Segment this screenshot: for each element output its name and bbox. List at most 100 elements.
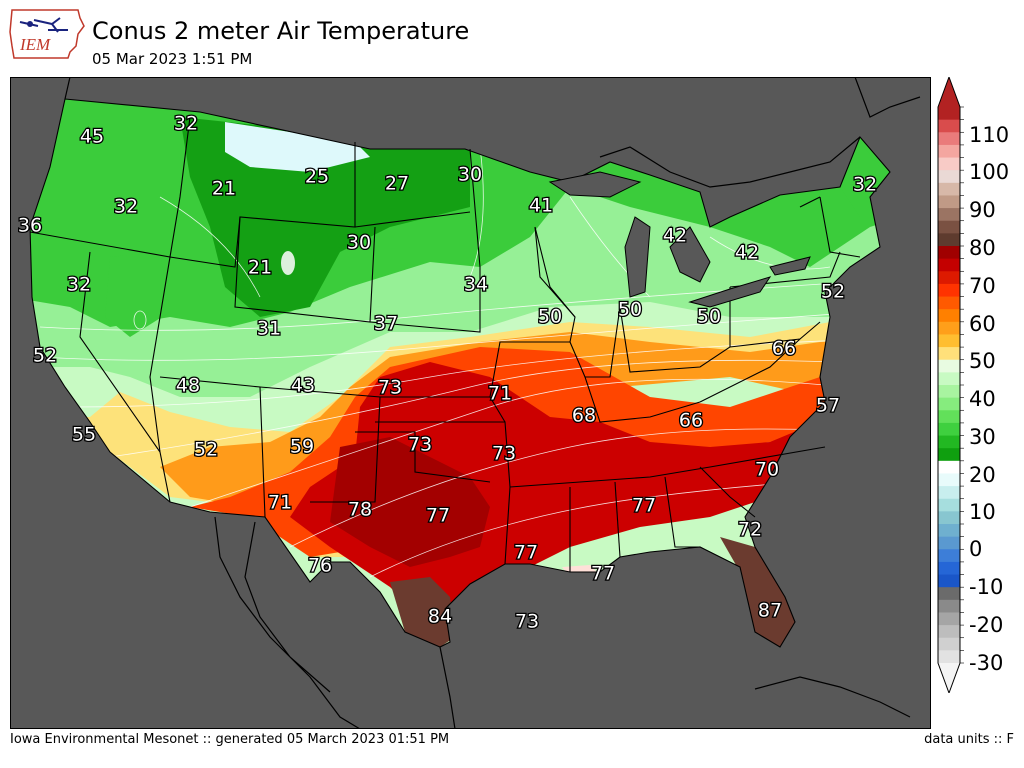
temp-label: 41 [529,195,553,217]
colorbar-swatch [938,309,960,323]
temp-label: 57 [816,395,840,417]
temp-label: 70 [755,459,779,481]
colorbar-swatch [938,372,960,386]
temp-label: 36 [18,215,42,237]
map-timestamp: 05 Mar 2023 1:51 PM [92,50,253,68]
colorbar-swatch [938,233,960,247]
temp-label: 59 [290,436,314,458]
colorbar-swatch [938,410,960,424]
colorbar-swatch [938,637,960,651]
station-labels: 45 32 21 25 27 30 32 36 32 41 42 42 21 3… [17,111,879,634]
colorbar-extend-min [938,663,960,693]
colorbar-swatch [938,422,960,437]
temp-label: 45 [80,126,104,148]
colorbar-swatch [938,435,960,449]
colorbar-swatch [938,397,960,411]
colorbar-tick: 110 [969,123,1009,147]
colorbar-swatch [938,385,960,399]
temp-label: 73 [492,443,516,465]
colorbar: 110 100 90 80 70 60 50 40 30 20 10 0 -10… [937,77,1009,693]
colorbar-swatch [938,561,960,576]
colorbar-swatch [938,448,960,462]
colorbar-swatch [938,486,960,500]
colorbar-swatch [938,157,960,171]
colorbar-swatch [938,574,960,588]
temp-label: 42 [663,225,687,247]
colorbar-outline [937,77,961,693]
colorbar-tick: 40 [969,387,996,411]
colorbar-swatch [938,473,960,487]
temp-label: 52 [33,345,57,367]
temp-label: 73 [515,611,539,633]
temp-label: 34 [464,274,488,296]
colorbar-swatch [938,208,960,222]
colorbar-swatches [938,77,964,693]
colorbar-swatch [938,144,960,159]
temp-label: 50 [538,306,562,328]
footer-credit: Iowa Environmental Mesonet :: generated … [10,732,450,747]
colorbar-swatch [938,347,960,361]
temp-label: 50 [697,306,721,328]
temp-label: 32 [853,174,877,196]
temp-label: 21 [248,257,272,279]
iem-logo: IEM [9,9,85,59]
colorbar-ticks: 110 100 90 80 70 60 50 40 30 20 10 0 -10… [969,123,1009,675]
colorbar-tick: 80 [969,236,996,260]
colorbar-swatch [938,195,960,209]
temp-label: 77 [591,563,615,585]
logo-text: IEM [19,35,51,54]
colorbar-swatch [938,625,960,639]
colorbar-swatch [938,498,960,512]
temp-label: 32 [67,274,91,296]
temp-label: 77 [426,505,450,527]
colorbar-tick: 60 [969,312,996,336]
colorbar-swatch [938,258,960,272]
colorbar-swatch [938,119,960,133]
colorbar-tick: -20 [969,613,1003,637]
temp-label: 68 [572,405,596,427]
temp-label: 21 [212,178,236,200]
temp-label: 50 [618,299,642,321]
colorbar-swatch [938,283,960,298]
footer-units: data units :: F [924,732,1014,747]
temp-label: 77 [632,495,656,517]
colorbar-swatch [938,359,960,373]
temp-label: 30 [347,232,371,254]
temperature-map: 45 32 21 25 27 30 32 36 32 41 42 42 21 3… [10,77,931,729]
temp-label: 71 [488,383,512,405]
temp-label: 32 [114,196,138,218]
temp-label: 30 [458,164,482,186]
temp-label: 84 [428,606,452,628]
colorbar-tick: 100 [969,160,1009,184]
colorbar-tick: -10 [969,575,1003,599]
temp-label: 55 [72,424,96,446]
colorbar-swatch [938,296,960,310]
colorbar-swatch [938,587,960,601]
colorbar-swatch [938,650,960,664]
temp-label: 66 [772,338,796,360]
colorbar-tick: 0 [969,537,982,561]
temp-label: 25 [305,166,329,188]
colorbar-tick: 20 [969,463,996,487]
colorbar-extend-max [938,77,960,107]
colorbar-swatch [938,170,960,184]
colorbar-tick: 70 [969,274,996,298]
temp-label: 71 [268,492,292,514]
temp-label: 31 [257,318,281,340]
map-title: Conus 2 meter Air Temperature [92,17,470,45]
temp-label: 52 [821,281,845,303]
temp-label: 77 [514,542,538,564]
colorbar-swatch [938,511,960,525]
colorbar-swatch [938,132,960,146]
colorbar-tick: 90 [969,198,996,222]
temp-label: 73 [408,434,432,456]
temp-label: 72 [738,519,762,541]
temp-label: 48 [176,375,200,397]
colorbar-swatch [938,612,960,626]
canada-border [64,77,921,118]
temp-label: 73 [378,377,402,399]
colorbar-swatch [938,536,960,550]
temp-label: 52 [194,439,218,461]
great-lakes [548,171,811,308]
temp-label: 87 [758,600,782,622]
